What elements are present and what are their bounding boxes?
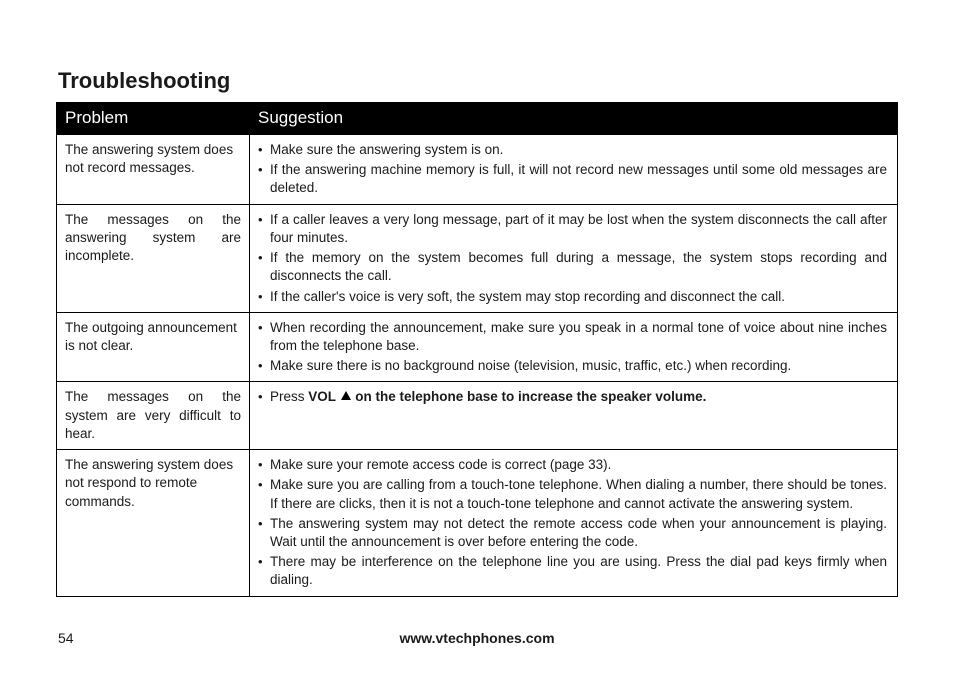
table-row: The answering system does not record mes… [57, 135, 898, 205]
table-header-row: Problem Suggestion [57, 103, 898, 135]
suggestion-cell: When recording the announcement, make su… [250, 312, 898, 382]
suggestion-list: Make sure the answering system is on. If … [256, 141, 887, 198]
table-row: The messages on the answering system are… [57, 204, 898, 312]
suggestion-item: There may be interference on the telepho… [256, 553, 887, 589]
text-segment: VOL [308, 389, 339, 404]
suggestion-item: The answering system may not detect the … [256, 515, 887, 551]
suggestion-item: Make sure there is no background noise (… [256, 357, 887, 375]
problem-cell: The messages on the system are very diff… [57, 382, 250, 450]
problem-cell: The answering system does not respond to… [57, 450, 250, 597]
suggestion-item: If the caller's voice is very soft, the … [256, 288, 887, 306]
suggestion-list: Make sure your remote access code is cor… [256, 456, 887, 590]
suggestion-item: If the memory on the system becomes full… [256, 249, 887, 285]
suggestion-item: If the answering machine memory is full,… [256, 161, 887, 197]
suggestion-item: If a caller leaves a very long message, … [256, 211, 887, 247]
suggestion-list: When recording the announcement, make su… [256, 319, 887, 376]
suggestion-item: Make sure you are calling from a touch-t… [256, 476, 887, 512]
column-header-problem: Problem [57, 103, 250, 135]
suggestion-cell: Press VOL on the telephone base to incre… [250, 382, 898, 450]
manual-page: Troubleshooting Problem Suggestion The a… [0, 0, 954, 682]
problem-cell: The messages on the answering system are… [57, 204, 250, 312]
page-title: Troubleshooting [58, 68, 898, 94]
suggestion-list: Press VOL on the telephone base to incre… [256, 388, 887, 406]
suggestion-item: Make sure the answering system is on. [256, 141, 887, 159]
text-segment: on the telephone base to increase the sp… [352, 389, 707, 404]
troubleshooting-table: Problem Suggestion The answering system … [56, 102, 898, 597]
problem-cell: The outgoing announcement is not clear. [57, 312, 250, 382]
page-number: 54 [58, 630, 74, 646]
table-row: The answering system does not respond to… [57, 450, 898, 597]
suggestion-item: Press VOL on the telephone base to incre… [256, 388, 887, 406]
suggestion-cell: If a caller leaves a very long message, … [250, 204, 898, 312]
footer-url: www.vtechphones.com [56, 630, 898, 646]
table-row: The outgoing announcement is not clear.W… [57, 312, 898, 382]
suggestion-item: When recording the announcement, make su… [256, 319, 887, 355]
problem-cell: The answering system does not record mes… [57, 135, 250, 205]
suggestion-cell: Make sure your remote access code is cor… [250, 450, 898, 597]
suggestion-item: Make sure your remote access code is cor… [256, 456, 887, 474]
text-segment: Press [270, 389, 308, 404]
table-body: The answering system does not record mes… [57, 135, 898, 597]
suggestion-cell: Make sure the answering system is on. If … [250, 135, 898, 205]
suggestion-list: If a caller leaves a very long message, … [256, 211, 887, 306]
page-footer: 54 www.vtechphones.com [56, 630, 898, 646]
table-row: The messages on the system are very diff… [57, 382, 898, 450]
column-header-suggestion: Suggestion [250, 103, 898, 135]
triangle-up-icon [341, 391, 351, 400]
